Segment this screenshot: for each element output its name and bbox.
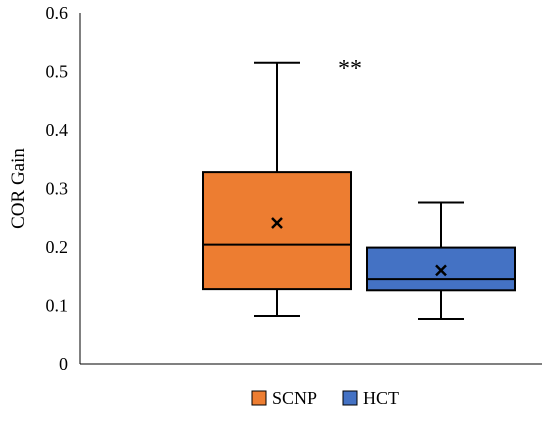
y-tick-label: 0.4 [46, 120, 69, 140]
legend-label: HCT [363, 388, 399, 408]
y-tick-label: 0 [59, 354, 68, 374]
mean-marker [435, 264, 447, 277]
mean-marker [271, 217, 283, 229]
legend-swatch [251, 390, 267, 406]
y-tick-label: 0.6 [46, 3, 69, 23]
y-tick-label: 0.5 [46, 62, 69, 82]
legend-item-hct: HCT [342, 388, 399, 408]
box-scnp [202, 61, 352, 318]
box-hct [366, 201, 516, 320]
legend-item-scnp: SCNP [251, 388, 317, 408]
y-tick-label: 0.3 [46, 179, 69, 199]
y-axis-title: COR Gain [8, 148, 29, 229]
significance-annotation: ** [338, 56, 362, 82]
legend-label: SCNP [272, 388, 317, 408]
legend: SCNP HCT [251, 388, 399, 408]
y-tick-label: 0.1 [46, 296, 69, 316]
legend-swatch [342, 390, 358, 406]
box-series-group [202, 61, 516, 320]
y-tick-label: 0.2 [46, 237, 69, 257]
y-axis-ticks: 0 0.1 0.2 0.3 0.4 0.5 0.6 [46, 3, 69, 374]
box-iqr [202, 171, 352, 291]
